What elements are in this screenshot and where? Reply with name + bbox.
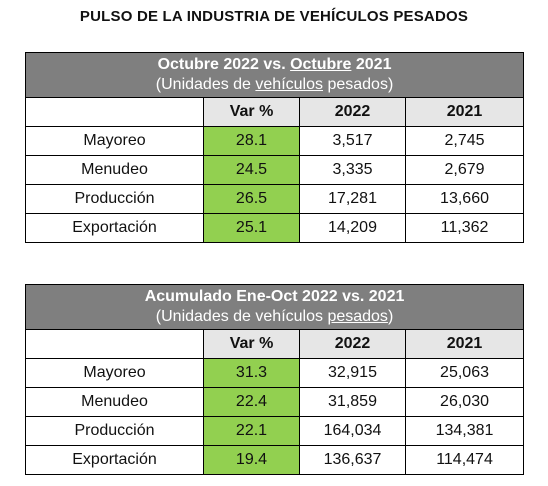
var-cell: 19.4	[203, 445, 300, 475]
value-2022-cell: 3,335	[299, 155, 406, 185]
cumulative-comparison-table: Acumulado Ene-Oct 2022 vs. 2021 (Unidade…	[24, 284, 525, 475]
table-row: Exportación 19.4 136,637 114,474	[25, 445, 525, 475]
var-cell: 31.3	[203, 358, 300, 388]
column-header-2021: 2021	[404, 97, 525, 127]
value-2022-cell: 136,637	[299, 445, 406, 475]
row-label: Menudeo	[25, 155, 204, 185]
table-subtitle: (Unidades de vehículos pesados)	[155, 76, 394, 93]
value-2022-cell: 164,034	[299, 416, 406, 446]
value-2021-cell: 25,063	[404, 358, 525, 388]
column-header-blank	[25, 97, 204, 127]
table-row: Menudeo 24.5 3,335 2,679	[25, 155, 525, 185]
var-cell: 22.1	[203, 416, 300, 446]
row-label: Exportación	[25, 213, 204, 243]
monthly-comparison-table: Octubre 2022 vs. Octubre 2021 (Unidades …	[24, 52, 525, 243]
var-cell: 26.5	[203, 184, 300, 214]
var-cell: 22.4	[203, 387, 300, 417]
table-row: Producción 22.1 164,034 134,381	[25, 416, 525, 446]
value-2021-cell: 2,679	[404, 155, 525, 185]
table-row: Mayoreo 28.1 3,517 2,745	[25, 126, 525, 156]
column-header-var: Var %	[203, 97, 300, 127]
var-cell: 24.5	[203, 155, 300, 185]
table-title: Acumulado Ene-Oct 2022 vs. 2021	[144, 288, 405, 305]
table-row: Producción 26.5 17,281 13,660	[25, 184, 525, 214]
table-header: Octubre 2022 vs. Octubre 2021 (Unidades …	[24, 52, 525, 98]
row-label: Menudeo	[25, 387, 204, 417]
table-row: Exportación 25.1 14,209 11,362	[25, 213, 525, 243]
value-2022-cell: 31,859	[299, 387, 406, 417]
column-header-2022: 2022	[299, 329, 406, 359]
row-label: Producción	[25, 416, 204, 446]
value-2022-cell: 14,209	[299, 213, 406, 243]
table-header: Acumulado Ene-Oct 2022 vs. 2021 (Unidade…	[24, 284, 525, 330]
table-row: Mayoreo 31.3 32,915 25,063	[25, 358, 525, 388]
table-title: Octubre 2022 vs. Octubre 2021	[157, 56, 392, 73]
value-2021-cell: 11,362	[404, 213, 525, 243]
column-header-row: Var % 2022 2021	[25, 97, 525, 127]
value-2022-cell: 17,281	[299, 184, 406, 214]
row-label: Exportación	[25, 445, 204, 475]
value-2021-cell: 2,745	[404, 126, 525, 156]
var-cell: 28.1	[203, 126, 300, 156]
column-header-2021: 2021	[404, 329, 525, 359]
column-header-row: Var % 2022 2021	[25, 329, 525, 359]
table-row: Menudeo 22.4 31,859 26,030	[25, 387, 525, 417]
column-header-blank	[25, 329, 204, 359]
row-label: Mayoreo	[25, 358, 204, 388]
value-2021-cell: 26,030	[404, 387, 525, 417]
column-header-2022: 2022	[299, 97, 406, 127]
value-2022-cell: 3,517	[299, 126, 406, 156]
row-label: Mayoreo	[25, 126, 204, 156]
page-title: PULSO DE LA INDUSTRIA DE VEHÍCULOS PESAD…	[79, 8, 469, 25]
table-subtitle: (Unidades de vehículos pesados)	[155, 308, 394, 325]
row-label: Producción	[25, 184, 204, 214]
value-2021-cell: 114,474	[404, 445, 525, 475]
value-2021-cell: 134,381	[404, 416, 525, 446]
var-cell: 25.1	[203, 213, 300, 243]
value-2021-cell: 13,660	[404, 184, 525, 214]
value-2022-cell: 32,915	[299, 358, 406, 388]
column-header-var: Var %	[203, 329, 300, 359]
